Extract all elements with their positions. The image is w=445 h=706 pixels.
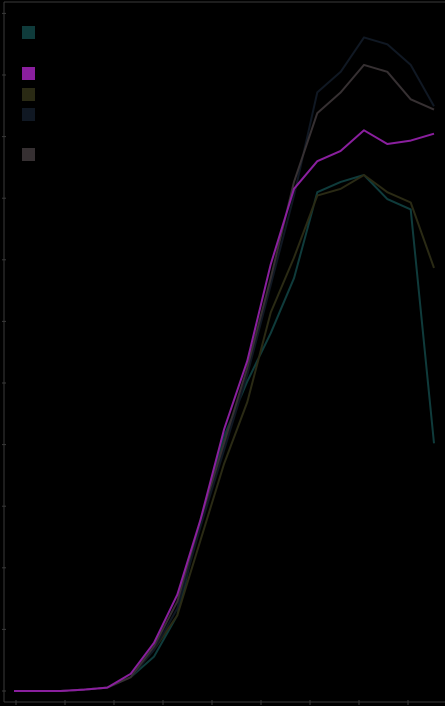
legend-swatch-2 [22,67,35,80]
legend-swatch-5 [22,148,35,161]
series-line-2 [14,129,435,692]
legend-swatch-3 [22,88,35,101]
series-line-5 [14,63,435,692]
legend-swatch-1 [22,26,35,39]
series-lines [14,36,435,692]
legend-swatch-4 [22,108,35,121]
